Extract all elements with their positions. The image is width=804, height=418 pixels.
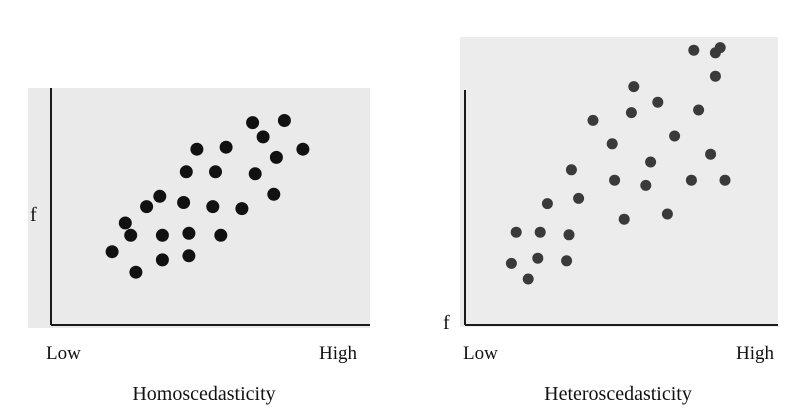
data-point (618, 213, 630, 225)
data-point (105, 245, 119, 259)
data-point (256, 130, 270, 144)
data-point (669, 130, 681, 142)
data-point (129, 265, 143, 279)
data-point (155, 253, 169, 267)
data-point (719, 174, 731, 186)
data-point (645, 156, 657, 168)
data-point (267, 187, 281, 201)
data-point (563, 229, 575, 241)
data-point (124, 228, 138, 242)
data-point (235, 202, 249, 216)
chart-caption: Homoscedasticity (132, 383, 275, 405)
data-point (693, 104, 705, 116)
data-point (587, 114, 599, 126)
data-point (609, 174, 621, 186)
data-point (522, 273, 534, 285)
data-point (532, 252, 544, 264)
data-point (182, 249, 196, 263)
data-point (628, 81, 640, 93)
data-point (661, 208, 673, 220)
data-point (625, 107, 637, 119)
data-point (573, 192, 585, 204)
plot-background (28, 88, 370, 328)
data-point (118, 216, 132, 230)
data-point (705, 148, 717, 160)
x-tick-label-low: Low (46, 343, 81, 364)
data-point (209, 165, 222, 179)
data-point (153, 189, 167, 203)
chart-heteroscedasticity: f Low High Heteroscedasticity (443, 37, 778, 405)
chart-caption: Heteroscedasticity (544, 383, 692, 405)
data-point (541, 198, 553, 210)
x-tick-label-high: High (736, 343, 775, 364)
y-axis-label: f (30, 204, 37, 226)
data-point (248, 167, 262, 181)
data-point (190, 142, 204, 156)
data-point (246, 116, 260, 130)
data-point (714, 42, 726, 54)
data-point (606, 138, 618, 150)
x-tick-label-high: High (319, 343, 358, 364)
data-point (505, 257, 517, 269)
data-point (155, 228, 169, 242)
data-point (565, 164, 577, 176)
data-point (177, 196, 191, 209)
y-axis-label: f (443, 312, 450, 334)
points-layer (105, 114, 310, 279)
data-point (140, 200, 154, 214)
data-point (277, 114, 291, 127)
data-point (652, 96, 664, 108)
data-point (688, 44, 700, 56)
data-point (182, 226, 196, 240)
data-point (640, 179, 652, 191)
data-point (561, 255, 573, 267)
data-point (534, 226, 546, 238)
x-tick-label-low: Low (463, 343, 498, 364)
data-point (269, 150, 283, 164)
data-point (685, 174, 697, 186)
chart-homoscedasticity: f Low High Homoscedasticity (28, 88, 370, 405)
data-point (510, 226, 522, 238)
data-point (179, 165, 193, 179)
data-point (206, 200, 220, 214)
data-point (219, 140, 233, 154)
data-point (214, 228, 228, 242)
points-layer (505, 42, 731, 285)
data-point (296, 142, 310, 156)
data-point (709, 70, 721, 82)
